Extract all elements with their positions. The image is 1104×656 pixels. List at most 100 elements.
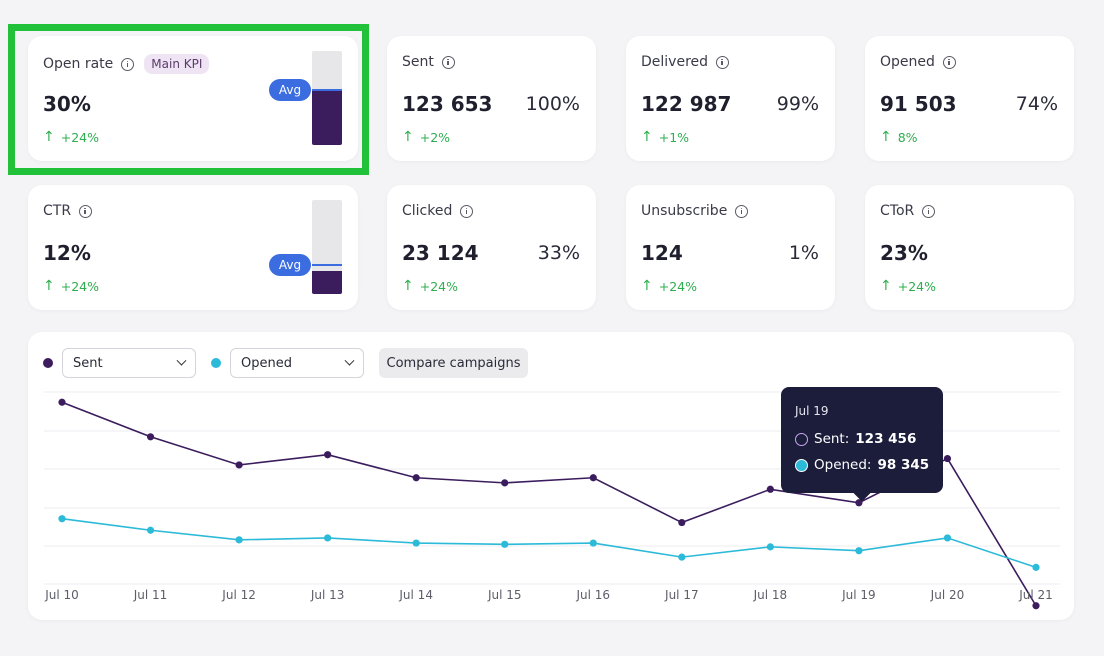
kpi-card-ctor[interactable]: CToR 23% ↑ +24% — [865, 185, 1074, 310]
arrow-up-icon: ↑ — [402, 278, 414, 294]
kpi-trend-value: +2% — [419, 129, 451, 145]
kpi-title-row: Delivered — [641, 54, 730, 70]
sent-point[interactable] — [324, 451, 332, 459]
kpi-trend-value: +24% — [658, 278, 697, 294]
kpi-trend: ↑ +24% — [880, 278, 936, 294]
kpi-trend-value: +24% — [60, 278, 99, 294]
kpi-title-row: CTR — [43, 203, 93, 219]
kpi-trend: ↑ 8% — [880, 129, 918, 145]
x-tick-label: Jul 18 — [753, 588, 788, 602]
kpi-trend-value: +24% — [419, 278, 458, 294]
kpi-percent: 99% — [776, 93, 819, 115]
opened-point[interactable] — [855, 547, 863, 555]
kpi-percent: 33% — [537, 242, 580, 264]
x-tick-label: Jul 12 — [221, 588, 256, 602]
gauge-avg-line — [312, 88, 342, 91]
kpi-card-ctr[interactable]: CTR 12% ↑ +24% Avg — [28, 185, 358, 310]
opened-point[interactable] — [943, 534, 952, 542]
info-icon[interactable] — [922, 204, 936, 218]
kpi-trend: ↑ +24% — [402, 278, 458, 294]
opened-point[interactable] — [1032, 563, 1040, 571]
kpi-percent: 1% — [788, 242, 819, 264]
kpi-gauge — [312, 51, 342, 145]
kpi-trend: ↑ +24% — [43, 129, 99, 145]
kpi-percent: 74% — [1015, 93, 1058, 115]
info-icon[interactable] — [460, 204, 474, 218]
kpi-value: 23 124 — [402, 241, 479, 265]
sent-point[interactable] — [235, 461, 243, 469]
tooltip-opened-value: 98 345 — [877, 457, 930, 473]
sent-point[interactable] — [146, 433, 155, 441]
opened-point[interactable] — [501, 540, 509, 548]
compare-campaigns-button[interactable]: Compare campaigns — [379, 348, 528, 378]
opened-point[interactable] — [146, 526, 155, 534]
info-icon[interactable] — [735, 204, 749, 218]
kpi-card-clicked[interactable]: Clicked 23 124 33% ↑ +24% — [387, 185, 596, 310]
info-icon[interactable] — [716, 55, 730, 69]
chart-card: Jul 10 Jul 11 Jul 12 Jul 13 Jul 14 Jul 15 Jul … — [28, 332, 1074, 620]
arrow-up-icon: ↑ — [880, 129, 892, 145]
kpi-title-row: CToR — [880, 203, 936, 219]
kpi-card-sent[interactable]: Sent 123 653 100% ↑ +2% — [387, 36, 596, 161]
opened-point[interactable] — [678, 553, 686, 561]
sent-point[interactable] — [589, 474, 597, 482]
opened-point[interactable] — [589, 539, 597, 547]
opened-point[interactable] — [235, 536, 243, 544]
kpi-gauge — [312, 200, 342, 294]
kpi-trend-value: 8% — [897, 129, 918, 145]
x-tick-label: Jul 19 — [841, 588, 876, 602]
kpi-card-open-rate[interactable]: Open rate Main KPI 30% ↑ +24% Avg — [28, 36, 358, 161]
kpi-card-opened[interactable]: Opened 91 503 74% ↑ 8% — [865, 36, 1074, 161]
kpi-card-delivered[interactable]: Delivered 122 987 99% ↑ +1% — [626, 36, 835, 161]
x-tick-label: Jul 16 — [575, 588, 610, 602]
opened-point[interactable] — [412, 539, 420, 547]
x-tick-label: Jul 10 — [44, 588, 79, 602]
kpi-title: Clicked — [402, 203, 453, 219]
x-tick-label: Jul 15 — [487, 588, 522, 602]
tooltip-sent-row: Sent: 123 456 — [795, 431, 916, 447]
kpi-title: Opened — [880, 54, 935, 70]
arrow-up-icon: ↑ — [43, 278, 55, 294]
info-icon[interactable] — [121, 57, 135, 71]
sent-point[interactable] — [58, 398, 66, 406]
arrow-up-icon: ↑ — [641, 129, 653, 145]
kpi-title-row: Opened — [880, 54, 956, 70]
sent-point[interactable] — [412, 474, 420, 482]
opened-series-dot — [211, 358, 221, 368]
x-tick-label: Jul 21 — [1018, 588, 1053, 602]
info-icon[interactable] — [441, 55, 455, 69]
kpi-trend: ↑ +2% — [402, 129, 450, 145]
kpi-title: Open rate — [43, 56, 114, 72]
x-tick-label: Jul 13 — [310, 588, 345, 602]
sent-point[interactable] — [501, 479, 509, 487]
kpi-title: Sent — [402, 54, 434, 70]
kpi-title: CToR — [880, 203, 915, 219]
arrow-up-icon: ↑ — [43, 129, 55, 145]
gauge-fill — [312, 89, 342, 145]
sent-point[interactable] — [1032, 602, 1040, 610]
kpi-trend-value: +1% — [658, 129, 690, 145]
kpi-trend: ↑ +1% — [641, 129, 689, 145]
kpi-value: 91 503 — [880, 92, 957, 116]
opened-point[interactable] — [324, 534, 332, 542]
sent-point[interactable] — [943, 454, 952, 463]
kpi-value: 23% — [880, 241, 928, 265]
kpi-value: 30% — [43, 92, 91, 116]
info-icon[interactable] — [79, 204, 93, 218]
opened-point[interactable] — [58, 515, 66, 523]
kpi-title: CTR — [43, 203, 72, 219]
tooltip-date: Jul 19 — [795, 404, 829, 418]
x-tick-label: Jul 11 — [133, 588, 168, 602]
x-tick-label: Jul 14 — [398, 588, 433, 602]
series1-select[interactable]: Sent — [62, 348, 196, 378]
kpi-card-unsubscribe[interactable]: Unsubscribe 124 1% ↑ +24% — [626, 185, 835, 310]
kpi-title-row: Sent — [402, 54, 455, 70]
opened-point[interactable] — [766, 543, 774, 551]
series2-select[interactable]: Opened — [230, 348, 364, 378]
sent-point[interactable] — [678, 518, 686, 527]
info-icon[interactable] — [942, 55, 956, 69]
arrow-up-icon: ↑ — [641, 278, 653, 294]
series2-select-value: Opened — [241, 355, 292, 371]
sent-point[interactable] — [766, 485, 774, 493]
kpi-value: 123 653 — [402, 92, 493, 116]
